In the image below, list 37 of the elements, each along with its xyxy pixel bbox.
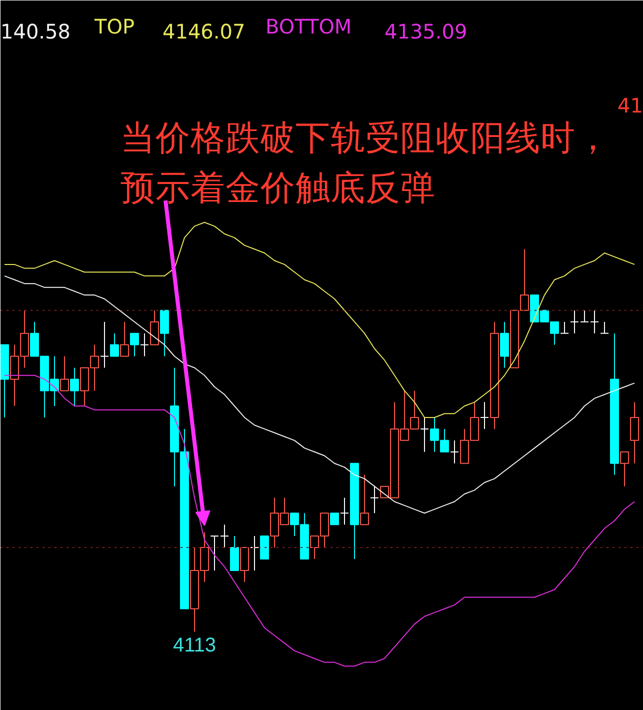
candlestick [220,524,229,548]
candlestick [60,356,69,392]
candlestick [100,321,109,368]
candlestick [500,321,509,368]
candlestick [120,321,129,357]
candlestick [630,402,639,464]
candlestick [110,332,119,357]
candlestick [210,536,219,571]
candlestick [580,310,589,322]
candlestick [590,310,599,334]
candlestick [140,332,149,357]
candlestick [620,451,629,487]
candlestick [370,486,379,514]
candlestick [330,512,339,526]
text: 当价格跌破下轨受阻收阳线时，预示着金价触底反弹 [120,118,610,208]
candlestick [340,497,349,526]
candlestick [150,310,159,346]
text: 4135.09 [384,20,468,44]
candlestick [70,367,79,406]
candlestick [480,402,489,430]
candlestick [560,321,569,334]
candlestick [260,536,269,560]
candlestick [420,416,429,452]
candlestick [130,332,139,357]
text: 140.58 [0,20,70,44]
candlestick [240,547,249,582]
candlestick [600,321,609,334]
candlestick [160,310,169,357]
candlestick [450,440,459,464]
candlestick [570,310,579,334]
text: 4146.07 [162,20,246,44]
text: 41 [618,94,643,118]
annotation: 4113 [172,634,216,657]
candlestick [360,474,369,526]
text: TOP [94,14,135,38]
candlestick [230,536,239,571]
text: BOTTOM [266,14,352,38]
